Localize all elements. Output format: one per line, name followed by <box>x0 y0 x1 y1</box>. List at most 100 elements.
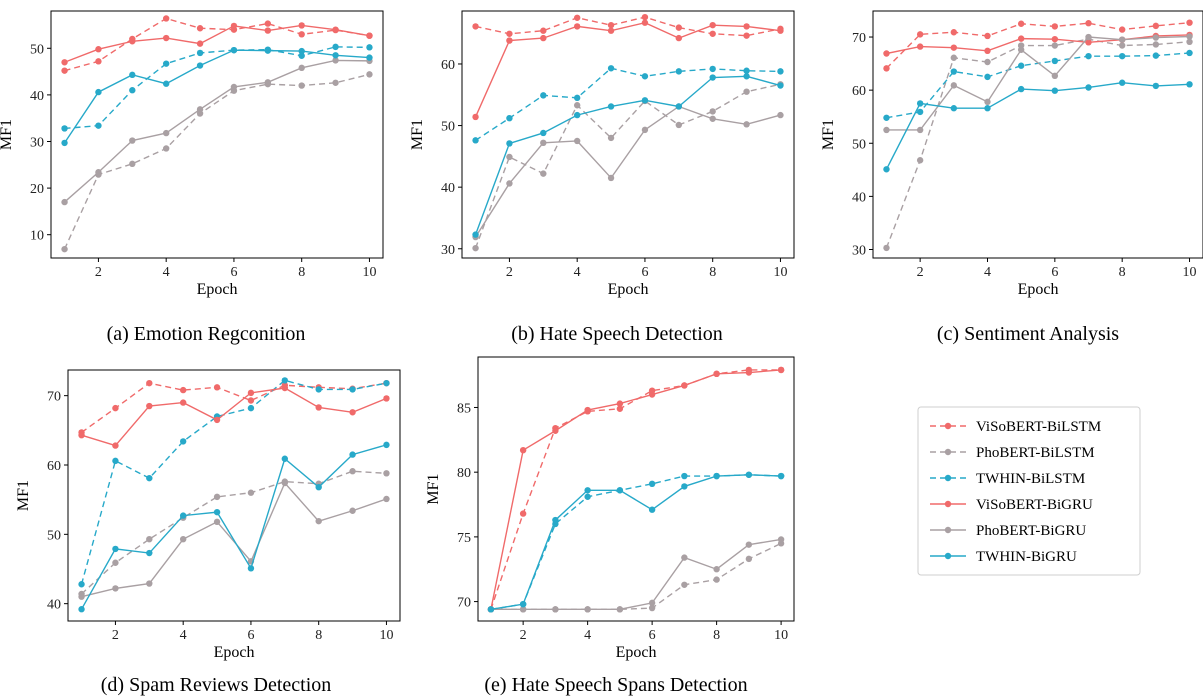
chart-panel-1: 2 4 6 8 10 30 40 50 60 Epoch MF1 (b) Hate Speech De… <box>409 10 795 345</box>
data-point <box>506 37 513 44</box>
series-line-PhoBERT-BiLSTM <box>474 83 781 249</box>
data-point <box>950 54 958 61</box>
data-point <box>78 593 85 600</box>
data-point <box>112 545 119 553</box>
data-point <box>472 137 479 144</box>
data-point <box>1051 35 1059 43</box>
data-point <box>298 22 305 29</box>
data-point <box>366 44 373 51</box>
data-point <box>146 535 153 543</box>
data-point <box>1085 52 1092 60</box>
data-point <box>675 103 683 110</box>
data-point <box>213 416 221 424</box>
data-point <box>95 58 102 65</box>
series-line-TWHIN-BiGRU <box>885 82 1190 170</box>
data-point <box>573 102 581 109</box>
data-point <box>383 495 390 503</box>
data-point <box>1017 62 1025 69</box>
data-point <box>1017 35 1025 42</box>
series-line-PhoBERT-BiGRU <box>474 105 781 238</box>
x-tick-label: 8 <box>1119 265 1126 280</box>
data-point <box>366 54 373 61</box>
data-point <box>573 137 581 145</box>
y-tick-label: 30 <box>30 135 44 150</box>
data-point <box>519 606 527 613</box>
y-tick-label: 20 <box>30 182 44 197</box>
data-point <box>349 409 356 416</box>
data-point <box>675 24 683 31</box>
data-point <box>129 87 136 94</box>
data-point <box>607 21 615 29</box>
data-point <box>540 92 547 99</box>
data-point <box>777 111 784 119</box>
y-tick-label: 85 <box>457 401 471 416</box>
data-point <box>883 65 890 72</box>
x-tick-label: 10 <box>1183 265 1197 280</box>
legend-label: PhoBERT-BiGRU <box>976 523 1086 539</box>
data-point <box>648 480 656 488</box>
data-point <box>984 73 991 81</box>
x-tick-label: 4 <box>163 265 170 280</box>
x-tick-label: 2 <box>506 265 513 280</box>
data-point <box>315 404 322 411</box>
data-point <box>95 122 102 129</box>
data-point <box>648 604 656 612</box>
y-tick-label: 80 <box>457 466 471 481</box>
data-point <box>916 126 924 134</box>
data-point <box>196 40 204 47</box>
y-axis-label: MF1 <box>820 119 837 150</box>
data-point <box>162 15 170 22</box>
data-point <box>519 510 527 517</box>
legend-marker <box>944 448 952 456</box>
y-tick-label: 50 <box>441 120 455 135</box>
data-point <box>1186 81 1193 88</box>
data-point <box>519 446 527 454</box>
data-point <box>584 406 591 414</box>
data-point <box>607 174 615 182</box>
data-point <box>298 52 305 59</box>
data-point <box>540 129 547 137</box>
data-point <box>681 581 688 588</box>
data-point <box>383 379 390 387</box>
data-point <box>129 71 136 79</box>
data-point <box>146 474 153 482</box>
x-tick-label: 2 <box>95 265 102 280</box>
data-point <box>777 27 784 34</box>
data-point <box>61 67 68 74</box>
data-point <box>540 139 547 147</box>
panel-caption: (c) Sentiment Analysis <box>937 323 1119 345</box>
x-tick-label: 6 <box>649 628 656 643</box>
chart-panel-2: 2 4 6 8 10 30 40 50 60 70 Epoch MF1 (c) Sentiment An… <box>820 10 1203 345</box>
series-line-ViSoBERT-BiGRU <box>81 387 387 447</box>
data-point <box>540 27 547 34</box>
data-point <box>616 400 624 407</box>
y-tick-label: 50 <box>30 42 44 57</box>
series-line-PhoBERT-BiGRU <box>81 481 387 598</box>
data-point <box>112 585 119 592</box>
data-point <box>264 79 272 86</box>
data-point <box>777 68 784 75</box>
data-point <box>332 79 339 86</box>
data-point <box>506 180 513 187</box>
legend-label: ViSoBERT-BiLSTM <box>976 419 1101 435</box>
data-point <box>129 160 136 168</box>
data-point <box>162 60 170 67</box>
data-point <box>196 25 204 32</box>
data-point <box>298 31 305 38</box>
series-line-TWHIN-BiLSTM <box>80 379 387 585</box>
y-tick-label: 60 <box>47 459 61 474</box>
data-point <box>743 67 750 74</box>
data-point <box>146 379 153 387</box>
data-point <box>230 22 238 30</box>
data-point <box>315 386 322 393</box>
data-point <box>681 554 688 561</box>
data-point <box>213 508 221 516</box>
legend-label: PhoBERT-BiLSTM <box>976 445 1095 461</box>
legend-marker <box>944 474 952 482</box>
data-point <box>1017 85 1025 93</box>
data-point <box>179 535 187 543</box>
data-point <box>179 438 187 445</box>
data-point <box>1186 19 1193 26</box>
x-tick-label: 2 <box>917 265 924 280</box>
data-point <box>247 404 255 412</box>
